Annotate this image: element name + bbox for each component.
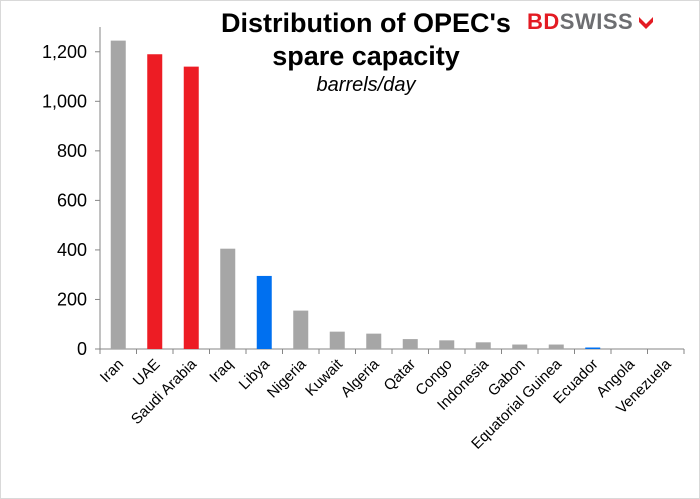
- bar-nigeria: [293, 310, 309, 349]
- y-tick-label: 1,000: [42, 91, 87, 111]
- bar-libya: [256, 275, 272, 349]
- y-tick-label: 0: [77, 339, 87, 359]
- y-tick-label: 400: [57, 240, 87, 260]
- x-tick-label: Iraq: [206, 356, 236, 386]
- bar-iran: [110, 40, 126, 349]
- chart-title: Distribution of OPEC's spare capacity: [151, 7, 581, 73]
- bar-gabon: [512, 344, 528, 349]
- x-tick-label: Nigeria: [264, 355, 310, 401]
- bar-uae: [147, 54, 163, 349]
- y-tick-label: 200: [57, 289, 87, 309]
- bar-qatar: [402, 339, 418, 349]
- logo-text-bd: BD: [527, 9, 560, 34]
- x-tick-label: Saudi Arabia: [128, 355, 201, 428]
- x-tick-label: Algeria: [338, 355, 384, 401]
- y-tick-label: 600: [57, 190, 87, 210]
- bar-iraq: [220, 248, 236, 349]
- y-tick-label: 1,200: [42, 42, 87, 62]
- chart-title-line-1: Distribution of OPEC's: [221, 8, 511, 38]
- x-tick-label: Iran: [97, 356, 127, 386]
- chart-title-line-2: spare capacity: [272, 41, 460, 71]
- bdswiss-logo: BD SWISS: [527, 9, 655, 34]
- y-tick-label: 800: [57, 141, 87, 161]
- bar-algeria: [366, 333, 382, 349]
- bar-equatorial-guinea: [548, 344, 564, 349]
- bar-saudi-arabia: [183, 66, 199, 349]
- x-tick-label: Kuwait: [302, 355, 346, 399]
- chart-subtitle: barrels/day: [316, 74, 416, 96]
- bar-congo: [439, 340, 455, 349]
- bar-ecuador: [585, 347, 601, 349]
- bar-kuwait: [329, 331, 345, 349]
- bar-indonesia: [475, 342, 491, 349]
- bdswiss-arrow-icon: [639, 17, 654, 29]
- logo-text-swiss: SWISS: [559, 9, 634, 34]
